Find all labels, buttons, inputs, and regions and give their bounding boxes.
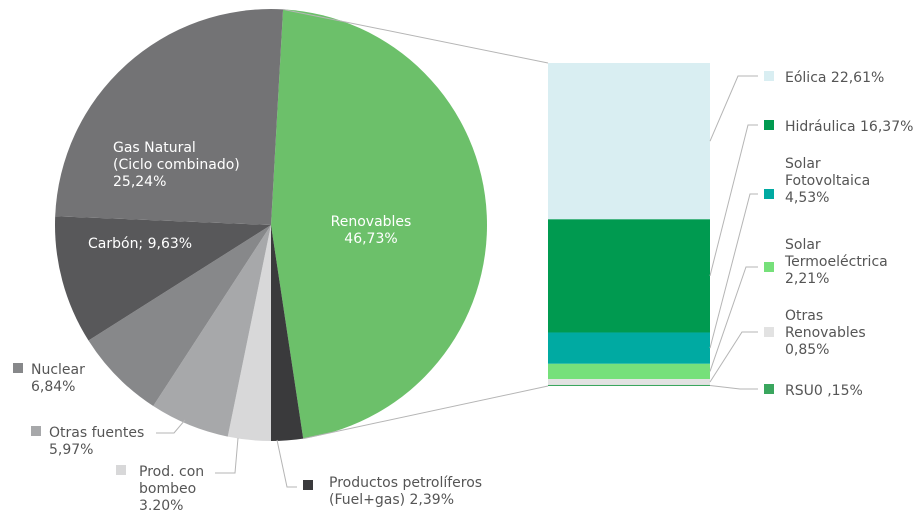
label-petroliferos-line: Productos petrolíferos <box>329 475 482 491</box>
label-gas-natural-line: 25,24% <box>113 174 166 190</box>
leader-eolica <box>709 75 758 142</box>
label-gas-natural-line: (Ciclo combinado) <box>113 157 240 173</box>
label-otras-renovables-line: Renovables <box>785 325 866 341</box>
label-otras-renovables-line: 0,85% <box>785 342 829 358</box>
bar-segment-solar-termoelectrica <box>548 363 710 380</box>
label-eolica: Eólica 22,61% <box>785 70 884 86</box>
label-otras-fuentes-line: Otras fuentes <box>49 425 144 441</box>
label-gas-natural: Gas Natural (Ciclo combinado) 25,24% <box>113 140 240 190</box>
label-termoelectrica-line: Termoeléctrica <box>784 254 888 270</box>
pie-slice-productos-petroliferos-fuel-gas <box>270 225 304 442</box>
label-otras-fuentes: Otras fuentes 5,97% <box>49 425 144 458</box>
bar-segment-otras-renovables <box>548 379 710 385</box>
legend-marker-nuclear <box>13 363 23 373</box>
leader-fotovoltaica <box>709 193 758 349</box>
label-fotovoltaica-line: Fotovoltaica <box>785 173 870 189</box>
legend-marker-petroliferos <box>303 480 313 490</box>
label-bombeo-line: bombeo <box>139 481 196 497</box>
label-fotovoltaica: Solar Fotovoltaica 4,53% <box>785 156 870 206</box>
connector-line-bottom <box>303 385 549 440</box>
label-carbon-line: Carbón; 9,63% <box>88 236 192 252</box>
leader-rsu <box>709 385 758 390</box>
bar-segment-eolica <box>548 63 710 220</box>
label-gas-natural-line: Gas Natural <box>113 140 196 156</box>
label-renovables-line: Renovables <box>331 214 412 230</box>
label-fotovoltaica-line: 4,53% <box>785 190 829 206</box>
label-bombeo: Prod. con bombeo 3.20% <box>139 464 204 514</box>
leader-otras-fuentes <box>156 419 186 434</box>
bar-segment-hidraulica <box>548 219 710 333</box>
leader-termoelectrica <box>709 266 758 372</box>
legend-marker-rsu <box>764 384 774 394</box>
pie-slice-carbon <box>55 216 271 341</box>
label-petroliferos: Productos petrolíferos (Fuel+gas) 2,39% <box>329 475 482 508</box>
legend-marker-otras-fuentes <box>31 426 41 436</box>
pie-slice-gas-natural-ciclo-combinado <box>55 9 284 226</box>
legend-marker-otras-renovables <box>764 327 774 337</box>
label-otras-renovables-line: Otras <box>785 308 823 324</box>
label-bombeo-line: 3.20% <box>139 498 183 514</box>
leader-otras-renovables <box>709 331 758 383</box>
bar-segment-solar-fotovoltaica <box>548 332 710 364</box>
label-otras-fuentes-line: 5,97% <box>49 442 93 458</box>
label-rsu-line: RSU0 ,15% <box>785 383 863 399</box>
pie-slice-renovables <box>271 9 488 439</box>
legend-marker-termoelectrica <box>764 262 774 272</box>
legend-marker-hidraulica <box>764 120 774 130</box>
bar-segment-rsu0 <box>548 384 710 386</box>
label-hidraulica: Hidráulica 16,37% <box>785 119 913 135</box>
label-nuclear-line: Nuclear <box>31 362 85 378</box>
label-petroliferos-line: (Fuel+gas) 2,39% <box>329 492 454 508</box>
label-nuclear: Nuclear 6,84% <box>31 362 85 395</box>
label-bombeo-line: Prod. con <box>139 464 204 480</box>
label-rsu: RSU0 ,15% <box>785 383 863 399</box>
label-fotovoltaica-line: Solar <box>785 156 821 172</box>
leader-petroliferos <box>276 439 297 488</box>
legend-marker-bombeo <box>116 465 126 475</box>
label-renovables: Renovables 46,73% <box>331 214 412 247</box>
label-renovables-line: 46,73% <box>344 231 397 247</box>
legend-marker-eolica <box>764 71 774 81</box>
leader-hidraulica <box>709 124 758 277</box>
label-termoelectrica-line: 2,21% <box>785 271 829 287</box>
label-eolica-line: Eólica 22,61% <box>785 70 884 86</box>
label-termoelectrica-line: Solar <box>785 237 821 253</box>
label-carbon: Carbón; 9,63% <box>88 236 192 252</box>
legend-marker-fotovoltaica <box>764 189 774 199</box>
label-nuclear-line: 6,84% <box>31 379 75 395</box>
label-otras-renovables: Otras Renovables 0,85% <box>785 308 866 358</box>
leader-bombeo <box>215 437 239 474</box>
label-termoelectrica: Solar Termoeléctrica 2,21% <box>784 237 888 287</box>
connector-line-top <box>282 8 549 64</box>
pie-slice-nuclear <box>88 225 272 407</box>
pie-slice-prod-con-bombeo <box>227 225 271 441</box>
label-hidraulica-line: Hidráulica 16,37% <box>785 119 913 135</box>
pie-slice-otras-fuentes <box>153 225 271 437</box>
